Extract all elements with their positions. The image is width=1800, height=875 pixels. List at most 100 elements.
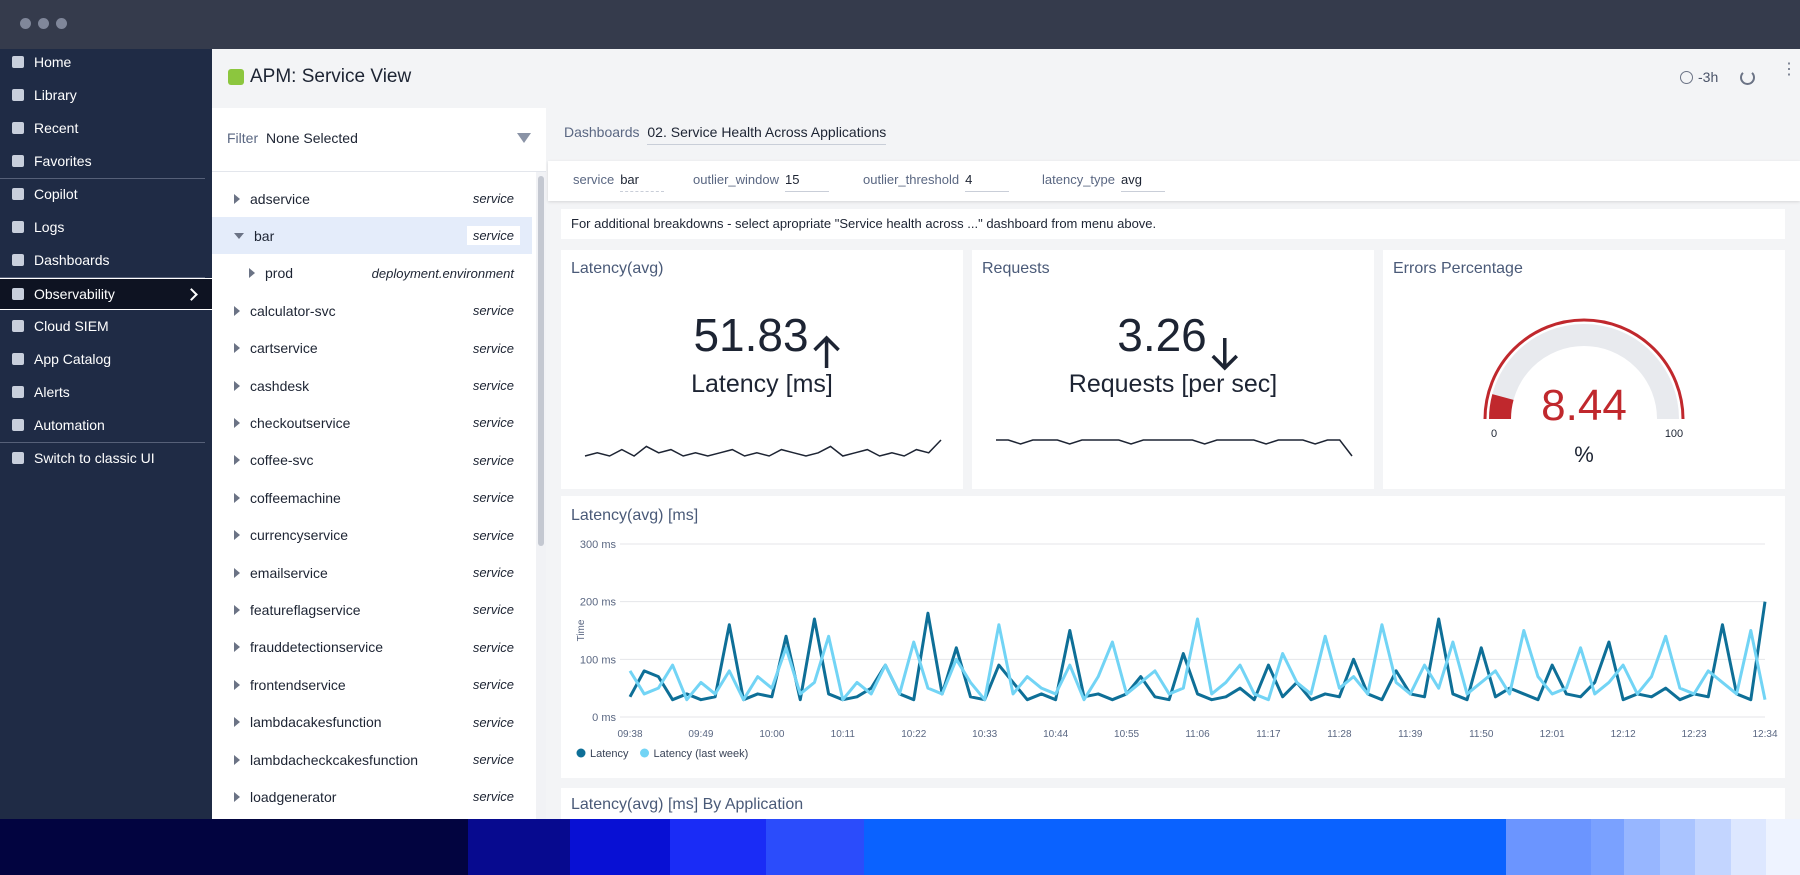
param[interactable]: latency_type avg: [1042, 172, 1165, 192]
sidebar-item[interactable]: Observability: [0, 278, 212, 310]
x-tick-label: 12:23: [1682, 729, 1707, 740]
param-name: service: [573, 172, 615, 187]
sidebar-item[interactable]: Home: [0, 47, 212, 77]
sidebar-label: Recent: [34, 120, 79, 136]
param-value: 15: [785, 172, 829, 192]
tree-row[interactable]: checkoutservice service: [212, 404, 532, 441]
tree-name: calculator-svc: [250, 302, 336, 319]
series-line: [628, 601, 1767, 702]
sidebar-item[interactable]: Favorites: [0, 146, 212, 176]
tree-row[interactable]: prod deployment.environment: [212, 255, 532, 292]
tree-row[interactable]: adservice service: [212, 180, 532, 217]
sidebar-divider: [0, 177, 205, 179]
sidebar-label: Dashboards: [34, 252, 110, 268]
filter-icon[interactable]: [517, 133, 531, 143]
param[interactable]: outlier_window 15: [693, 172, 829, 192]
scroll-thumb[interactable]: [538, 176, 544, 546]
dashboards-select[interactable]: Dashboards 02. Service Health Across App…: [564, 124, 887, 145]
sidebar-item[interactable]: Dashboards: [0, 245, 212, 275]
sidebar-item[interactable]: Switch to classic UI: [0, 443, 212, 473]
sidebar-label: Home: [34, 54, 72, 70]
gauge-min: 0: [1491, 428, 1497, 440]
tree-tag: service: [466, 712, 520, 732]
time-range[interactable]: -3h: [1698, 69, 1719, 85]
latency-panel: Latency(avg) 51.83 Latency [ms]: [561, 250, 963, 489]
tree-row[interactable]: coffeemachine service: [212, 479, 532, 516]
caret: [234, 492, 240, 503]
tree-row[interactable]: coffee-svc service: [212, 442, 532, 479]
sidebar-icon: [12, 122, 24, 134]
tree-name: frauddetectionservice: [250, 639, 384, 656]
line-chart: 0 ms 100 ms 200 ms 300 ms Time 09:38 09:49 10:0…: [576, 539, 1778, 760]
sidebar-icon: [12, 288, 24, 300]
stripe: [570, 819, 670, 875]
tree-row[interactable]: currencyservice service: [212, 517, 532, 554]
caret: [234, 530, 240, 541]
x-tick-label: 11:50: [1469, 729, 1494, 740]
tree-name: coffeemachine: [250, 489, 341, 506]
param-name: latency_type: [1042, 172, 1115, 187]
param[interactable]: outlier_threshold 4: [863, 172, 1010, 192]
sidebar-label: App Catalog: [34, 351, 112, 367]
y-tick-label: 200 ms: [580, 597, 617, 609]
tree-row[interactable]: cartservice service: [212, 330, 532, 367]
stat-value: 3.26: [1117, 309, 1207, 361]
tree-tag: service: [466, 600, 520, 620]
caret: [234, 305, 240, 316]
sidebar-label: Logs: [34, 219, 65, 235]
sparkline: [996, 439, 1353, 457]
stat-value: 51.83: [693, 309, 808, 361]
sidebar-item[interactable]: Alerts: [0, 377, 212, 407]
sidebar-item[interactable]: Logs: [0, 212, 212, 242]
sidebar-item[interactable]: Copilot: [0, 179, 212, 209]
gauge-outline: [1483, 318, 1685, 420]
tree: adservice service bar service prod deployment…: [212, 172, 536, 819]
caret: [234, 642, 240, 653]
tree-row[interactable]: frontendservice service: [212, 666, 532, 703]
panel-title: Errors Percentage: [1393, 260, 1523, 277]
tree-name: prod: [265, 265, 294, 282]
tree-row[interactable]: lambdacakesfunction service: [212, 704, 532, 741]
tree-tag: service: [466, 226, 520, 246]
tree-name: emailservice: [250, 564, 328, 581]
tree-row[interactable]: featureflagservice service: [212, 591, 532, 628]
sidebar-item[interactable]: Library: [0, 80, 212, 110]
dashboards-value: 02. Service Health Across Applications: [647, 124, 887, 145]
tree-tag: service: [466, 338, 520, 358]
tree-row[interactable]: cashdesk service: [212, 367, 532, 404]
tree-row[interactable]: bar service: [212, 217, 532, 255]
x-tick-label: 12:01: [1540, 729, 1565, 740]
x-tick-label: 10:00: [759, 729, 784, 740]
sidebar-icon: [12, 155, 24, 167]
tree-row[interactable]: lambdacheckcakesfunction service: [212, 741, 532, 778]
tree-name: lambdacakesfunction: [250, 714, 382, 731]
sidebar-label: Copilot: [34, 186, 78, 202]
filter[interactable]: Filter None Selected: [227, 130, 358, 146]
trend-arrow: [813, 335, 840, 368]
refresh-icon[interactable]: [1740, 70, 1755, 85]
stat-unit: Latency [ms]: [691, 370, 833, 398]
sidebar-item[interactable]: Automation: [0, 410, 212, 440]
sidebar-item[interactable]: Cloud SIEM: [0, 311, 212, 341]
tree-row[interactable]: calculator-svc service: [212, 292, 532, 329]
menu-icon[interactable]: ⋮: [1781, 61, 1797, 78]
tree-name: frontendservice: [250, 676, 346, 693]
tree-tag: service: [466, 301, 520, 321]
page-title[interactable]: APM: Service View: [250, 66, 412, 87]
sidebar-icon: [12, 221, 24, 233]
x-tick-label: 10:11: [831, 729, 856, 740]
sidebar-item[interactable]: App Catalog: [0, 344, 212, 374]
y-tick-label: 300 ms: [580, 539, 617, 551]
gauge-unit: %: [1574, 442, 1594, 467]
sidebar-item[interactable]: Recent: [0, 113, 212, 143]
param[interactable]: service bar: [573, 172, 665, 192]
tree-row[interactable]: loadgenerator service: [212, 778, 532, 815]
x-tick-label: 09:49: [688, 729, 713, 740]
tree-row[interactable]: frauddetectionservice service: [212, 629, 532, 666]
param-name: outlier_threshold: [863, 172, 960, 187]
sidebar-icon: [12, 320, 24, 332]
x-tick-label: 10:22: [901, 729, 926, 740]
tree-row[interactable]: emailservice service: [212, 554, 532, 591]
y-axis-label: Time: [576, 619, 587, 641]
